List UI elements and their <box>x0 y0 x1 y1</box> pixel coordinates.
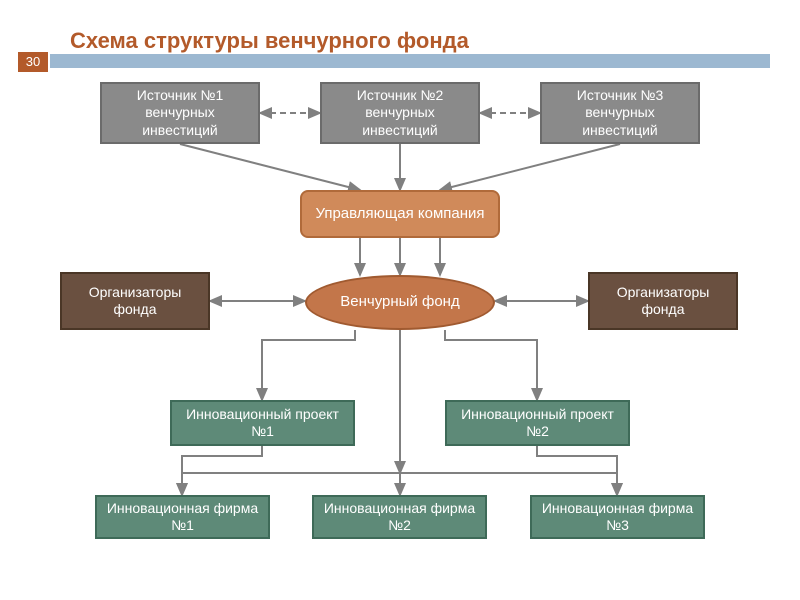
node-proj1: Инновационный проект №1 <box>170 400 355 446</box>
node-src3: Источник №3 венчурных инвестиций <box>540 82 700 144</box>
node-fund: Венчурный фонд <box>305 275 495 330</box>
node-firm3: Инновационная фирма №3 <box>530 495 705 539</box>
title-divider <box>50 54 770 68</box>
node-src1: Источник №1 венчурных инвестиций <box>100 82 260 144</box>
node-src2: Источник №2 венчурных инвестиций <box>320 82 480 144</box>
node-org1: Организаторы фонда <box>60 272 210 330</box>
node-proj2: Инновационный проект №2 <box>445 400 630 446</box>
node-mgmt: Управляющая компания <box>300 190 500 238</box>
node-org2: Организаторы фонда <box>588 272 738 330</box>
node-firm2: Инновационная фирма №2 <box>312 495 487 539</box>
slide-number-badge: 30 <box>18 52 48 72</box>
page-title: Схема структуры венчурного фонда <box>70 28 469 54</box>
node-firm1: Инновационная фирма №1 <box>95 495 270 539</box>
